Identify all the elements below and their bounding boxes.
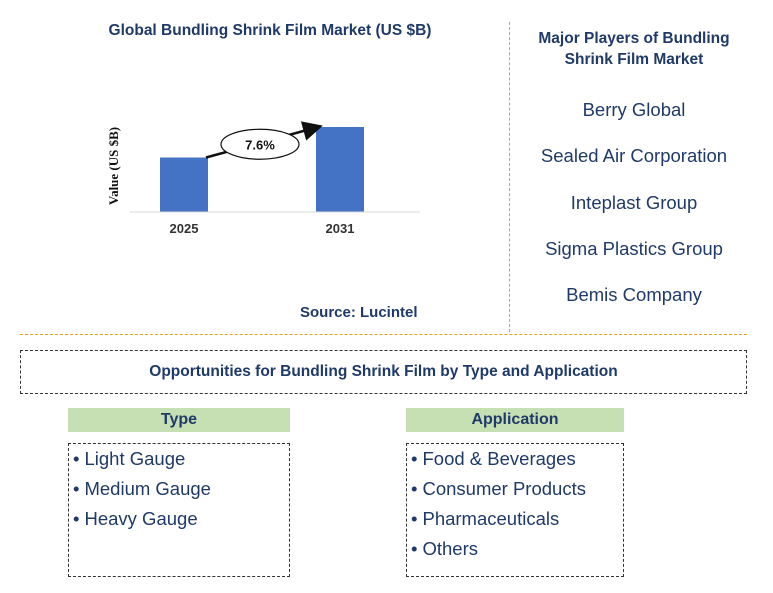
- players-list: Berry Global Sealed Air Corporation Intepl…: [510, 98, 758, 329]
- list-item: • Medium Gauge: [73, 477, 289, 507]
- list-item: • Light Gauge: [73, 447, 289, 477]
- chart-title: Global Bundling Shrink Film Market (US $…: [108, 22, 432, 39]
- opportunities-title: Opportunities for Bundling Shrink Film b…: [20, 350, 747, 394]
- player-item: Berry Global: [582, 99, 686, 120]
- list-item: • Consumer Products: [411, 477, 623, 507]
- type-list: • Light Gauge • Medium Gauge • Heavy Gauge: [68, 443, 290, 577]
- list-item: • Pharmaceuticals: [411, 507, 623, 537]
- cagr-label: 7.6%: [245, 137, 275, 152]
- list-item-label: Consumer Products: [422, 478, 586, 499]
- bullet-icon: •: [73, 448, 80, 469]
- list-item: • Heavy Gauge: [73, 507, 289, 537]
- y-axis-label: Value (US $B): [106, 127, 121, 205]
- type-header: Type: [68, 408, 290, 432]
- list-item-label: Medium Gauge: [84, 478, 211, 499]
- bullet-icon: •: [73, 508, 80, 529]
- list-item-label: Food & Beverages: [422, 448, 576, 469]
- bar-chart: Value (US $B) 2025 2031 7.6%: [106, 121, 420, 236]
- list-item-label: Light Gauge: [84, 448, 186, 469]
- horizontal-divider: [20, 334, 747, 335]
- source-label: Source: Lucintel: [300, 304, 418, 321]
- x-tick-label: 2025: [170, 221, 199, 236]
- list-item: • Food & Beverages: [411, 447, 623, 477]
- player-item: Sigma Plastics Group: [545, 237, 723, 259]
- x-tick-label: 2031: [326, 221, 355, 236]
- list-item: • Others: [411, 537, 623, 567]
- players-title: Major Players of Bundling Shrink Film Ma…: [538, 30, 730, 68]
- bullet-icon: •: [411, 538, 418, 559]
- player-item: Sealed Air Corporation: [540, 145, 728, 167]
- bullet-icon: •: [411, 508, 418, 529]
- list-item-label: Heavy Gauge: [84, 508, 198, 529]
- player-item: Bemis Company: [566, 284, 702, 306]
- application-list: • Food & Beverages • Consumer Products • Phar…: [406, 443, 624, 577]
- bullet-icon: •: [73, 478, 80, 499]
- player-item: Inteplast Group: [570, 191, 698, 213]
- vertical-divider: [509, 22, 510, 332]
- bullet-icon: •: [411, 448, 418, 469]
- cagr-bubble: [220, 128, 300, 160]
- bullet-icon: •: [411, 478, 418, 499]
- bar-2031: [316, 127, 364, 212]
- list-item-label: Others: [422, 538, 479, 559]
- list-item-label: Pharmaceuticals: [422, 508, 560, 529]
- application-header: Application: [406, 408, 624, 432]
- bar-2025: [160, 157, 208, 212]
